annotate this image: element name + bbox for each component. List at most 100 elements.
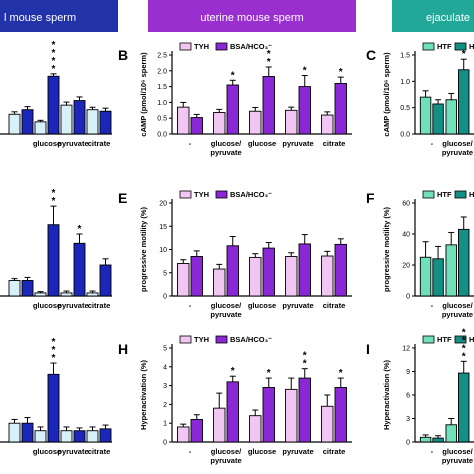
bar (86, 292, 99, 297)
bar (285, 256, 298, 297)
significance-star: * (303, 66, 307, 77)
bar (458, 228, 470, 297)
bar (262, 76, 275, 135)
panel-H: H 0 1 2 3 4 5 Hyperactivation (%) TYH BSA/HCO₃⁻ - *… (118, 335, 352, 465)
bar (458, 372, 470, 443)
category-label: glucose/ (442, 139, 473, 148)
bar (34, 430, 47, 443)
legend-swatch (454, 42, 467, 51)
category-label: citrate (323, 139, 346, 148)
bar (249, 415, 262, 443)
category-label: - (431, 301, 434, 310)
bar (445, 244, 457, 297)
bar (8, 113, 21, 135)
significance-star: * (52, 64, 56, 75)
category-label: glucose (33, 301, 61, 310)
bar (262, 387, 275, 443)
panel-letter: H (118, 341, 128, 357)
bar (177, 263, 190, 297)
panel-F: F 0 20 40 60 progressive motility (%) HTF HSA/H… (366, 190, 474, 319)
significance-star: * (231, 366, 235, 377)
significance-star: * (267, 57, 271, 68)
legend-label: HTF (437, 335, 452, 344)
significance-star: * (303, 351, 307, 362)
legend-label: HTF (437, 190, 452, 199)
bar (419, 436, 432, 443)
category-label: pyruvate (210, 456, 241, 465)
bar (190, 117, 203, 135)
bar (60, 430, 73, 443)
y-tick-label: 4 (163, 364, 167, 371)
legend-swatch (454, 335, 467, 344)
y-tick-label: 1.5 (157, 84, 167, 91)
bar (34, 292, 47, 297)
legend-label: HTF (437, 42, 452, 51)
bar (298, 377, 311, 443)
category-label: citrate (323, 301, 346, 310)
y-tick-label: 9 (406, 369, 410, 376)
significance-star: * (78, 224, 82, 235)
category-label: glucose (248, 301, 276, 310)
category-label: glucose (248, 447, 276, 456)
significance-star: * (52, 48, 56, 59)
significance-star: * (462, 335, 466, 346)
bar (99, 110, 112, 135)
y-tick-label: 0 (406, 440, 410, 447)
y-tick-label: 12 (402, 346, 410, 353)
category-label: pyruvate (442, 310, 473, 319)
bar (249, 256, 262, 297)
bar (73, 100, 86, 135)
significance-star: * (52, 196, 56, 207)
y-tick-label: 60 (402, 201, 410, 208)
category-label: pyruvate (210, 148, 241, 157)
legend-label: BSA/HCO₃⁻ (230, 190, 272, 199)
category-label: citrate (88, 301, 111, 310)
y-tick-label: 5 (163, 346, 167, 353)
header-left-bg (0, 0, 118, 32)
category-label: pyruvate (282, 447, 313, 456)
significance-star: * (52, 337, 56, 348)
bar (298, 86, 311, 135)
legend-label: HSA/HCO₃⁻ (469, 42, 474, 51)
category-label: glucose (33, 447, 61, 456)
bar (213, 268, 226, 297)
significance-star: * (462, 351, 466, 362)
bar (73, 430, 86, 443)
header-left-title: l mouse sperm (4, 12, 76, 24)
legend-swatch (422, 335, 435, 344)
category-label: citrate (88, 139, 111, 148)
panel-D: **glucose*pyruvate citrate (0, 188, 112, 310)
panel-letter: E (118, 190, 127, 206)
bar (86, 109, 99, 135)
panel-letter: I (366, 341, 370, 357)
panel-E: E 0 5 10 15 20 progressive motility (%) TYH BSA/… (118, 190, 352, 319)
panel-letter: B (118, 47, 128, 63)
bar (47, 75, 60, 135)
y-tick-label: 15 (159, 224, 167, 231)
legend-swatch (179, 190, 192, 199)
significance-star: * (52, 40, 56, 51)
bar (432, 103, 444, 135)
bar (458, 69, 470, 135)
bar (213, 407, 226, 443)
y-tick-label: 1 (163, 421, 167, 428)
bar (262, 247, 275, 297)
bar (177, 426, 190, 443)
category-label: pyruvate (57, 139, 88, 148)
bar (419, 96, 432, 135)
category-label: pyruvate (442, 456, 473, 465)
significance-star: * (52, 345, 56, 356)
bar (8, 422, 21, 443)
significance-star: * (267, 368, 271, 379)
significance-star: * (462, 49, 466, 60)
significance-star: * (303, 359, 307, 370)
category-label: glucose/ (211, 447, 242, 456)
y-tick-label: 6 (406, 393, 410, 400)
bar (60, 292, 73, 297)
bar (190, 418, 203, 443)
legend-label: TYH (194, 190, 209, 199)
bar (190, 256, 203, 297)
legend-label: BSA/HCO₃⁻ (230, 335, 272, 344)
